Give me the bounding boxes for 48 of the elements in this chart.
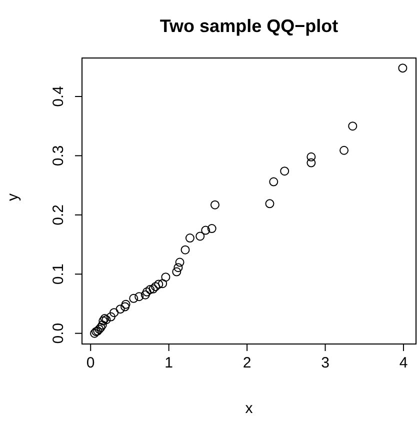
point	[174, 263, 183, 272]
x-tick-label: 0	[86, 354, 95, 372]
x-tick-label: 4	[399, 354, 408, 372]
chart-title: Two sample QQ−plot	[158, 16, 340, 37]
point	[196, 232, 205, 241]
x-tick-label: 2	[242, 354, 252, 372]
point	[161, 272, 170, 282]
point	[98, 320, 107, 330]
point	[120, 302, 130, 312]
point	[348, 122, 358, 131]
point	[98, 316, 108, 326]
point	[96, 322, 106, 332]
point	[207, 224, 216, 234]
point	[180, 245, 190, 254]
point	[185, 234, 194, 243]
point	[142, 287, 152, 296]
y-tick-label: 0.3	[50, 145, 67, 166]
y-tick-label: 0.4	[50, 86, 67, 107]
point	[265, 199, 274, 208]
point	[201, 226, 210, 235]
point	[106, 312, 116, 322]
point	[158, 279, 168, 288]
point	[110, 308, 119, 318]
point	[121, 300, 130, 309]
point	[269, 177, 278, 186]
point	[398, 64, 408, 73]
point	[151, 282, 160, 292]
point	[172, 267, 182, 276]
point	[134, 292, 144, 302]
y-axis-title: y	[4, 193, 22, 201]
point	[175, 258, 184, 267]
point	[340, 146, 349, 155]
point	[306, 152, 316, 162]
point	[129, 294, 138, 303]
point	[146, 285, 155, 294]
x-tick-label: 1	[164, 354, 173, 372]
point	[280, 166, 290, 176]
y-tick-label: 0.1	[50, 264, 67, 285]
point	[210, 200, 220, 210]
x-axis-title: x	[245, 400, 254, 417]
x-tick-label: 3	[321, 354, 330, 372]
y-tick-label: 0.2	[50, 204, 67, 226]
point	[154, 280, 164, 289]
point	[306, 158, 316, 168]
point	[116, 304, 125, 314]
point	[140, 290, 150, 300]
y-tick-label: 0.0	[50, 322, 67, 344]
point	[148, 284, 158, 294]
